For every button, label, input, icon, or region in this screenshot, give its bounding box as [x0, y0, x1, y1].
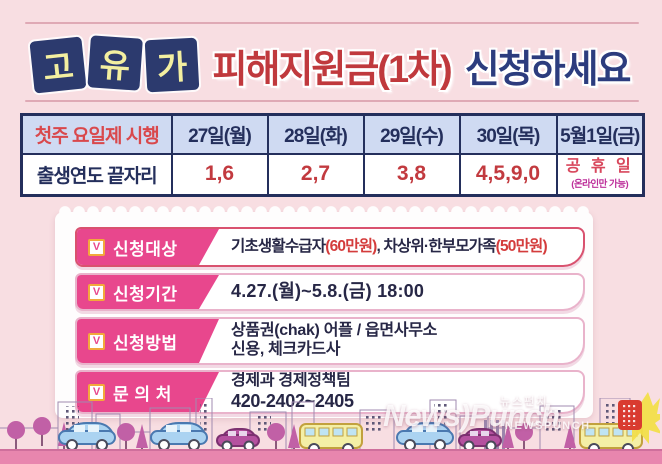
notice-label-method: V 신청방법 — [77, 319, 219, 363]
notice-label-text: 신청기간 — [113, 284, 178, 304]
holiday-cell: 공 휴 일 (온라인만 가능) — [555, 152, 645, 197]
table-day-header: 28일(화) — [266, 113, 365, 155]
table-day-header: 29일(수) — [362, 113, 461, 155]
table-day-header: 27일(월) — [170, 113, 269, 155]
notice-label-target: V 신청대상 — [77, 229, 219, 265]
checkbox-icon: V — [88, 284, 105, 301]
period-text: 4.27.(월)~5.8.(금) 18:00 — [231, 281, 425, 302]
digit-cell: 3,8 — [362, 152, 461, 197]
table-day-header: 5월1일(금) — [555, 113, 645, 155]
cityscape-illustration — [0, 398, 662, 464]
watermark-korean: 뉴스펀치 — [500, 396, 549, 408]
newspunch-logo-icon — [618, 392, 660, 444]
title-badge-char: 고 — [29, 36, 88, 94]
notice-row-period: V 신청기간 4.27.(월)~5.8.(금) 18:00 — [75, 273, 585, 311]
target-amount1: (60만원) — [325, 237, 377, 255]
page-title: 고 유 가 피해지원금(1차) 신청하세요 — [0, 30, 662, 100]
notice-row-method: V 신청방법 상품권(chak) 어플 / 읍면사무소 신용, 체크카드사 — [75, 317, 585, 365]
table-day-header: 30일(목) — [458, 113, 558, 155]
table-body-row: 출생연도 끝자리 1,6 2,7 3,8 4,5,9,0 공 휴 일 (온라인만… — [20, 152, 645, 197]
notice-content-contact: 경제과 경제정책팀 420-2402~2405 — [219, 372, 583, 412]
notice-label-text: 신청대상 — [113, 239, 178, 259]
method-line2: 신용, 체크카드사 — [231, 341, 341, 358]
notice-row-contact: V 문 의 처 경제과 경제정책팀 420-2402~2405 — [75, 370, 585, 414]
title-suffix-text: 신청하세요 — [464, 48, 632, 91]
contact-team: 경제과 경제정책팀 — [231, 371, 351, 389]
notice-content-period: 4.27.(월)~5.8.(금) 18:00 — [219, 275, 583, 309]
title-main-text: 피해지원금(1차) — [212, 48, 452, 91]
checkbox-icon: V — [88, 384, 105, 401]
top-divider — [25, 22, 639, 24]
table-row-label: 출생연도 끝자리 — [20, 152, 173, 197]
title-badge-group: 고 유 가 — [29, 35, 200, 94]
schedule-table: 첫주 요일제 시행 27일(월) 28일(화) 29일(수) 30일(목) 5월… — [20, 113, 645, 197]
notice-content-method: 상품권(chak) 어플 / 읍면사무소 신용, 체크카드사 — [219, 319, 583, 363]
watermark-brand-small: NEWSPUNCH — [505, 420, 591, 432]
notice-label-text: 문 의 처 — [113, 384, 172, 404]
digit-cell: 2,7 — [266, 152, 365, 197]
digit-cell: 1,6 — [170, 152, 269, 197]
notice-row-target: V 신청대상 기초생활수급자(60만원), 차상위·한부모가족(50만원) — [75, 227, 585, 267]
notice-content-target: 기초생활수급자(60만원), 차상위·한부모가족(50만원) — [219, 229, 583, 265]
contact-phone: 420-2402~2405 — [231, 390, 354, 411]
title-divider — [25, 100, 639, 102]
holiday-label: 공 휴 일 — [565, 157, 634, 175]
notice-label-contact: V 문 의 처 — [77, 372, 219, 412]
target-part1: 기초생활수급자 — [231, 237, 326, 255]
title-badge-char: 가 — [145, 37, 200, 93]
watermark-brand: News)Punch — [383, 398, 560, 433]
target-part2: , 차상위·한부모가족 — [376, 237, 497, 255]
holiday-note: (온라인만 가능) — [571, 178, 629, 190]
target-amount2: (50만원) — [495, 237, 548, 255]
title-badge-char: 유 — [87, 35, 144, 91]
method-line1: 상품권(chak) 어플 / 읍면사무소 — [231, 322, 438, 340]
table-header-row: 첫주 요일제 시행 27일(월) 28일(화) 29일(수) 30일(목) 5월… — [20, 113, 645, 155]
digit-cell: 4,5,9,0 — [458, 152, 558, 197]
checkbox-icon: V — [88, 239, 105, 256]
table-corner-header: 첫주 요일제 시행 — [20, 113, 173, 155]
notice-label-text: 신청방법 — [113, 333, 178, 353]
notice-label-period: V 신청기간 — [77, 275, 219, 309]
checkbox-icon: V — [88, 333, 105, 350]
info-panel: V 신청대상 기초생활수급자(60만원), 차상위·한부모가족(50만원) V … — [55, 206, 593, 418]
